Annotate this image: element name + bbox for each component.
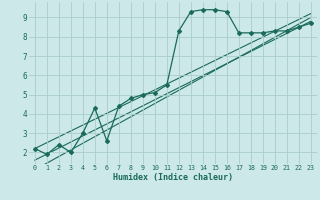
X-axis label: Humidex (Indice chaleur): Humidex (Indice chaleur) xyxy=(113,173,233,182)
